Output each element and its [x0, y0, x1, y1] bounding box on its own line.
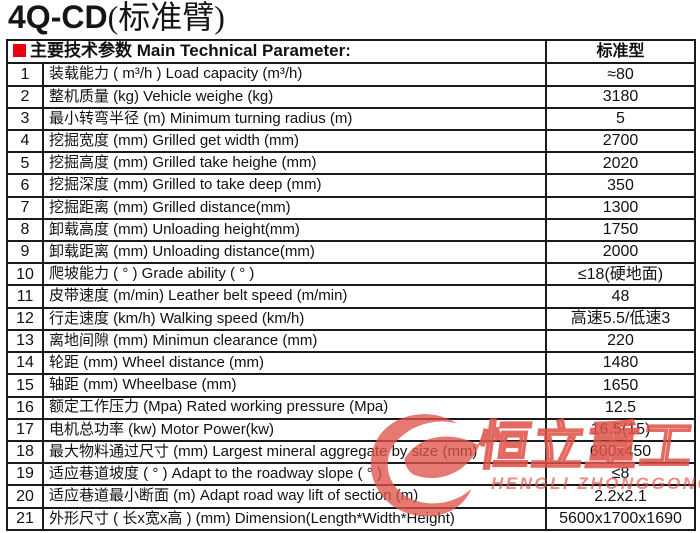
row-number: 7: [6, 195, 44, 220]
table-row: 10 爬坡能力 ( ° ) Grade ability ( ° ) ≤18(硬地面): [6, 262, 696, 287]
row-number: 14: [6, 351, 44, 376]
row-parameter: 适应巷道最小断面 (m) Adapt road way lift of sect…: [42, 484, 547, 509]
row-number: 9: [6, 240, 44, 265]
row-value: 1650: [545, 373, 696, 398]
table-row: 2 整机质量 (kg) Vehicle weighe (kg) 3180: [6, 84, 696, 109]
row-number: 8: [6, 217, 44, 243]
row-value: 12.5: [545, 395, 696, 420]
row-parameter: 挖掘宽度 (mm) Grilled get width (mm): [42, 129, 547, 154]
row-value: 2020: [545, 151, 696, 176]
row-parameter: 卸载高度 (mm) Unloading height(mm): [42, 217, 547, 243]
row-parameter: 电机总功率 (kw) Motor Power(kw): [42, 417, 547, 442]
row-number: 17: [6, 417, 44, 442]
table-row: 17 电机总功率 (kw) Motor Power(kw) 16.5(15): [6, 417, 696, 442]
row-number: 11: [6, 284, 44, 309]
row-number: 10: [6, 262, 44, 287]
table-row: 14 轮距 (mm) Wheel distance (mm) 1480: [6, 351, 696, 376]
table-row: 5 挖掘高度 (mm) Grilled take heighe (mm) 2020: [6, 151, 696, 176]
row-number: 21: [6, 506, 44, 532]
table-row: 20 适应巷道最小断面 (m) Adapt road way lift of se…: [6, 484, 696, 509]
row-parameter: 适应巷道坡度 ( ° ) Adapt to the roadway slope …: [42, 462, 547, 487]
row-value: 350: [545, 173, 696, 198]
row-parameter: 皮带速度 (m/min) Leather belt speed (m/min): [42, 284, 547, 309]
row-value: 16.5(15): [545, 417, 696, 442]
page-title: 4Q-CD(标准臂): [8, 0, 225, 37]
row-value: ≈80: [545, 62, 696, 87]
row-parameter: 卸载距离 (mm) Unloading distance(mm): [42, 240, 547, 265]
row-parameter: 最大物料通过尺寸 (mm) Largest mineral aggregate …: [42, 439, 547, 465]
table-row: 21 外形尺寸 ( 长x宽x高 ) (mm) Dimension(Length*W…: [6, 506, 696, 532]
row-value: ≤18(硬地面): [545, 262, 696, 287]
table-row: 18 最大物料通过尺寸 (mm) Largest mineral aggregat…: [6, 439, 696, 465]
row-value: 5: [545, 106, 696, 132]
table-row: 9 卸载距离 (mm) Unloading distance(mm) 2000: [6, 240, 696, 265]
title-model: 4Q-CD: [8, 0, 108, 35]
table-header-main: 主要技术参数 Main Technical Parameter:: [6, 38, 547, 65]
row-number: 6: [6, 173, 44, 198]
row-number: 18: [6, 439, 44, 465]
table-row: 7 挖掘距离 (mm) Grilled distance(mm) 1300: [6, 195, 696, 220]
table-row: 4 挖掘宽度 (mm) Grilled get width (mm) 2700: [6, 129, 696, 154]
row-number: 13: [6, 328, 44, 354]
row-value: 2.2x2.1: [545, 484, 696, 509]
row-value: 48: [545, 284, 696, 309]
table-header-row: 主要技术参数 Main Technical Parameter: 标准型: [6, 38, 696, 65]
row-number: 3: [6, 106, 44, 132]
row-number: 19: [6, 462, 44, 487]
row-number: 12: [6, 306, 44, 331]
row-number: 20: [6, 484, 44, 509]
table-row: 19 适应巷道坡度 ( ° ) Adapt to the roadway slop…: [6, 462, 696, 487]
row-value: 1300: [545, 195, 696, 220]
row-value: 2000: [545, 240, 696, 265]
table-row: 8 卸载高度 (mm) Unloading height(mm) 1750: [6, 217, 696, 243]
table-row: 12 行走速度 (km/h) Walking speed (km/h) 高速5.5/…: [6, 306, 696, 331]
table-row: 15 轴距 (mm) Wheelbase (mm) 1650: [6, 373, 696, 398]
row-value: 1750: [545, 217, 696, 243]
row-parameter: 外形尺寸 ( 长x宽x高 ) (mm) Dimension(Length*Wid…: [42, 506, 547, 532]
table-row: 6 挖掘深度 (mm) Grilled to take deep (mm) 350: [6, 173, 696, 198]
row-parameter: 爬坡能力 ( ° ) Grade ability ( ° ): [42, 262, 547, 287]
technical-parameter-table: 主要技术参数 Main Technical Parameter: 标准型 1 装载…: [6, 38, 696, 532]
row-value: 600x450: [545, 439, 696, 465]
row-number: 15: [6, 373, 44, 398]
row-parameter: 挖掘距离 (mm) Grilled distance(mm): [42, 195, 547, 220]
row-parameter: 最小转弯半径 (m) Minimum turning radius (m): [42, 106, 547, 132]
row-number: 5: [6, 151, 44, 176]
row-parameter: 挖掘深度 (mm) Grilled to take deep (mm): [42, 173, 547, 198]
row-value: 3180: [545, 84, 696, 109]
row-parameter: 离地间隙 (mm) Minimun clearance (mm): [42, 328, 547, 354]
table-row: 11 皮带速度 (m/min) Leather belt speed (m/min…: [6, 284, 696, 309]
row-parameter: 额定工作压力 (Mpa) Rated working pressure (Mpa…: [42, 395, 547, 420]
row-parameter: 挖掘高度 (mm) Grilled take heighe (mm): [42, 151, 547, 176]
row-number: 4: [6, 129, 44, 154]
table-row: 1 装载能力 ( m³/h ) Load capacity (m³/h) ≈80: [6, 62, 696, 87]
row-number: 1: [6, 62, 44, 87]
row-value: ≤8: [545, 462, 696, 487]
row-value: 1480: [545, 351, 696, 376]
row-parameter: 轴距 (mm) Wheelbase (mm): [42, 373, 547, 398]
row-parameter: 装载能力 ( m³/h ) Load capacity (m³/h): [42, 62, 547, 87]
table-row: 16 额定工作压力 (Mpa) Rated working pressure (M…: [6, 395, 696, 420]
row-value: 5600x1700x1690: [545, 506, 696, 532]
table-row: 13 离地间隙 (mm) Minimun clearance (mm) 220: [6, 328, 696, 354]
table-header-type: 标准型: [545, 38, 696, 65]
row-parameter: 整机质量 (kg) Vehicle weighe (kg): [42, 84, 547, 109]
red-square-icon: [13, 44, 26, 58]
title-variant: (标准臂): [107, 0, 225, 35]
row-number: 2: [6, 84, 44, 109]
row-number: 16: [6, 395, 44, 420]
row-value: 220: [545, 328, 696, 354]
row-parameter: 行走速度 (km/h) Walking speed (km/h): [42, 306, 547, 331]
row-value: 2700: [545, 129, 696, 154]
row-parameter: 轮距 (mm) Wheel distance (mm): [42, 351, 547, 376]
row-value: 高速5.5/低速3: [545, 306, 696, 331]
table-header-label: 主要技术参数 Main Technical Parameter:: [30, 41, 351, 61]
table-row: 3 最小转弯半径 (m) Minimum turning radius (m) 5: [6, 106, 696, 132]
